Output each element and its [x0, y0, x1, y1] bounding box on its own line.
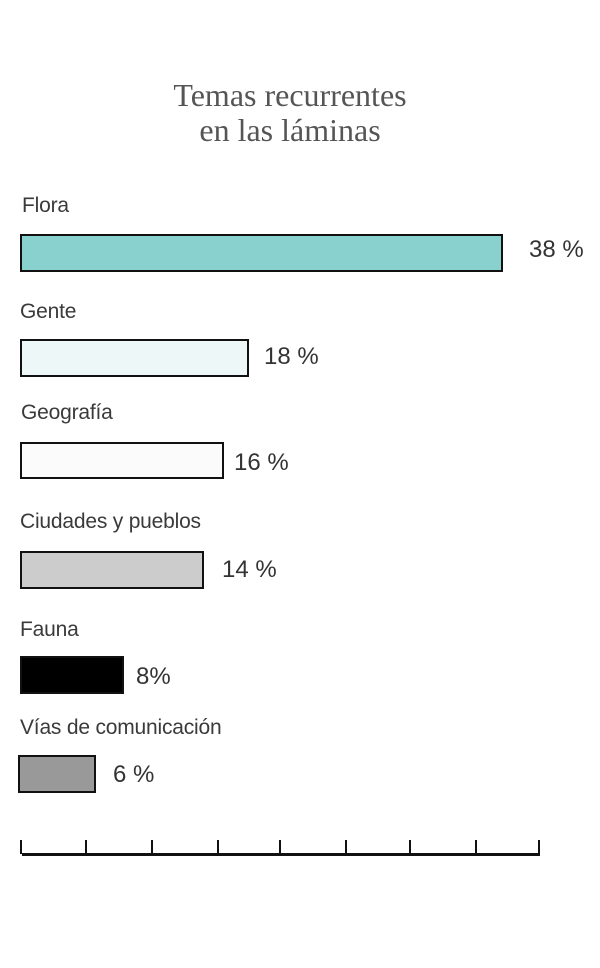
chart-title: Temas recurrentes en las láminas: [0, 78, 580, 148]
bar-flora: [20, 234, 503, 272]
x-axis-tick: [217, 840, 219, 854]
chart-title-line-2: en las láminas: [199, 112, 381, 148]
x-axis-tick: [409, 840, 411, 854]
bar-value-geografia: 16 %: [234, 449, 289, 476]
bar-label-ciudades-y-pueblos: Ciudades y pueblos: [20, 510, 201, 533]
chart-title-line-1: Temas recurrentes: [173, 77, 407, 113]
x-axis-tick: [20, 840, 22, 854]
x-axis-tick: [151, 840, 153, 854]
bar-geografia: [20, 442, 224, 479]
bar-label-vias-de-comunicacion: Vías de comunicación: [20, 716, 222, 739]
bar-vias-de-comunicacion: [18, 755, 96, 793]
bar-value-ciudades-y-pueblos: 14 %: [222, 556, 277, 583]
bar-label-flora: Flora: [22, 194, 69, 217]
bar-label-geografia: Geografía: [21, 401, 113, 424]
x-axis-tick: [538, 840, 540, 854]
bar-value-fauna: 8%: [136, 663, 171, 690]
bar-ciudades-y-pueblos: [20, 551, 204, 589]
x-axis-line: [22, 853, 540, 856]
bar-fauna: [20, 656, 124, 694]
bar-value-vias-de-comunicacion: 6 %: [113, 761, 155, 788]
bar-gente: [20, 339, 249, 377]
bar-label-fauna: Fauna: [20, 618, 79, 641]
x-axis-tick: [475, 840, 477, 854]
x-axis-tick: [345, 840, 347, 854]
x-axis-tick: [279, 840, 281, 854]
x-axis-tick: [85, 840, 87, 854]
bar-value-gente: 18 %: [264, 343, 319, 370]
bar-label-gente: Gente: [20, 300, 77, 323]
bar-value-flora: 38 %: [529, 236, 584, 263]
